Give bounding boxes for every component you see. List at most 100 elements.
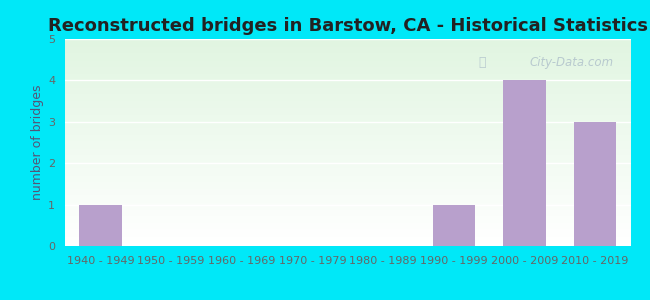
Bar [65, 181, 630, 182]
Bar [65, 225, 630, 226]
Bar [65, 197, 630, 198]
Bar [65, 74, 630, 75]
Bar [65, 143, 630, 145]
Text: ⓘ: ⓘ [479, 56, 486, 69]
Bar [65, 39, 630, 40]
Bar [65, 194, 630, 195]
Bar [65, 125, 630, 126]
Bar [65, 45, 630, 46]
Bar [65, 204, 630, 205]
Bar [65, 64, 630, 65]
Bar [65, 237, 630, 238]
Bar [65, 145, 630, 146]
Bar [65, 235, 630, 236]
Bar [65, 196, 630, 197]
Bar [65, 41, 630, 42]
Bar [65, 134, 630, 135]
Bar [65, 218, 630, 219]
Bar [65, 226, 630, 227]
Bar [65, 153, 630, 154]
Bar [65, 242, 630, 243]
Bar [65, 73, 630, 74]
Bar [65, 100, 630, 101]
Bar [65, 104, 630, 105]
Bar [65, 151, 630, 152]
Bar [65, 210, 630, 211]
Bar [65, 217, 630, 218]
Bar [65, 142, 630, 143]
Bar [65, 160, 630, 161]
Bar [65, 131, 630, 132]
Bar [65, 157, 630, 158]
Bar [65, 121, 630, 122]
Bar [65, 71, 630, 72]
Bar [65, 47, 630, 48]
Bar [65, 94, 630, 95]
Bar [65, 173, 630, 175]
Bar [65, 89, 630, 90]
Bar [65, 116, 630, 117]
Bar [65, 133, 630, 134]
Bar [65, 50, 630, 51]
Bar [65, 97, 630, 98]
Bar [65, 101, 630, 102]
Bar [65, 180, 630, 181]
Bar [65, 185, 630, 186]
Bar [65, 239, 630, 240]
Bar [65, 118, 630, 119]
Bar [65, 207, 630, 208]
Bar [65, 136, 630, 137]
Bar [65, 202, 630, 204]
Bar [65, 234, 630, 235]
Bar [65, 96, 630, 97]
Bar [65, 245, 630, 246]
Bar [65, 110, 630, 111]
Bar [574, 122, 616, 246]
Bar [65, 56, 630, 57]
Bar [65, 63, 630, 64]
Bar [65, 57, 630, 58]
Bar [65, 192, 630, 193]
Bar [65, 52, 630, 53]
Bar [65, 124, 630, 125]
Bar [65, 195, 630, 196]
Bar [65, 120, 630, 121]
Bar [65, 178, 630, 179]
Bar [65, 168, 630, 169]
Bar [65, 172, 630, 173]
Bar [65, 215, 630, 216]
Bar [65, 202, 630, 203]
Bar [65, 61, 630, 62]
Bar [65, 91, 630, 92]
Bar [65, 117, 630, 118]
Bar [65, 60, 630, 61]
Bar [65, 208, 630, 209]
Bar [65, 112, 630, 113]
Bar [65, 221, 630, 222]
Bar [65, 176, 630, 177]
Bar [65, 184, 630, 185]
Bar [65, 161, 630, 162]
Bar [65, 164, 630, 165]
Bar [65, 85, 630, 87]
Bar [65, 236, 630, 237]
Bar [65, 224, 630, 225]
Bar [65, 189, 630, 190]
Bar [65, 183, 630, 184]
Bar [65, 222, 630, 223]
Bar [65, 65, 630, 66]
Bar [65, 228, 630, 230]
Bar [65, 150, 630, 151]
Bar [65, 75, 630, 76]
Bar [65, 148, 630, 149]
Bar [65, 98, 630, 99]
Bar [65, 92, 630, 93]
Bar [65, 152, 630, 153]
Bar [65, 113, 630, 115]
Bar [65, 135, 630, 136]
Bar [65, 158, 630, 159]
Bar [65, 190, 630, 191]
Bar [65, 238, 630, 239]
Bar [65, 154, 630, 155]
Bar [65, 58, 630, 59]
